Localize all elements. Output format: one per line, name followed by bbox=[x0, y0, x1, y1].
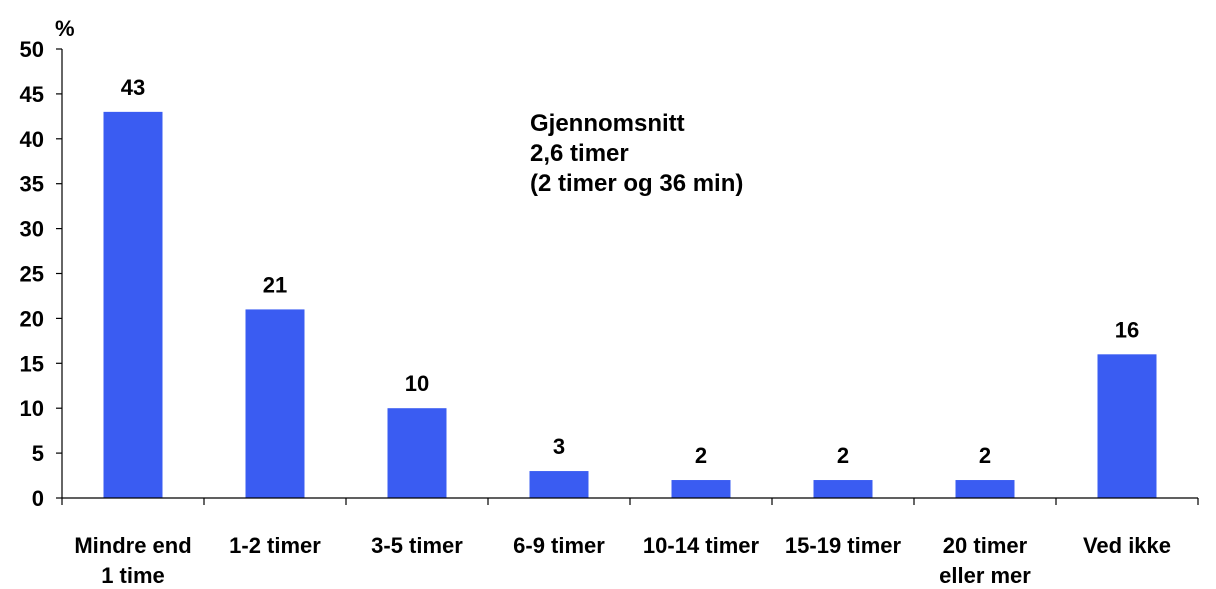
data-label: 21 bbox=[263, 272, 287, 297]
y-tick-label: 25 bbox=[20, 262, 44, 287]
bars bbox=[103, 111, 1157, 499]
category-label: 20 timer eller mer bbox=[939, 533, 1031, 588]
bar bbox=[955, 480, 1015, 498]
data-label: 43 bbox=[121, 75, 145, 100]
y-axis-ticks: 0 5 10 15 20 25 30 35 40 45 50 bbox=[20, 37, 62, 511]
y-tick-label: 40 bbox=[20, 127, 44, 152]
category-label: 1-2 timer bbox=[229, 533, 321, 558]
y-tick-label: 45 bbox=[20, 82, 44, 107]
data-label: 3 bbox=[553, 434, 565, 459]
bar bbox=[671, 480, 731, 498]
y-tick-label: 10 bbox=[20, 396, 44, 421]
category-label: 10-14 timer bbox=[643, 533, 760, 558]
y-tick-label: 35 bbox=[20, 172, 44, 197]
y-tick-label: 15 bbox=[20, 351, 44, 376]
data-labels: 43 21 10 3 2 2 2 16 bbox=[121, 75, 1139, 468]
data-label: 2 bbox=[837, 443, 849, 468]
category-label: 6-9 timer bbox=[513, 533, 605, 558]
category-label: 15-19 timer bbox=[785, 533, 902, 558]
category-label: Mindre end 1 time bbox=[74, 533, 191, 588]
data-label: 2 bbox=[695, 443, 707, 468]
x-axis-ticks bbox=[61, 498, 1199, 505]
y-axis-unit-label: % bbox=[55, 16, 75, 41]
category-label: Ved ikke bbox=[1083, 533, 1171, 558]
y-tick-label: 30 bbox=[20, 217, 44, 242]
bar bbox=[245, 309, 305, 498]
bar bbox=[529, 471, 589, 498]
bar bbox=[387, 408, 447, 498]
y-tick-label: 20 bbox=[20, 306, 44, 331]
data-label: 16 bbox=[1115, 317, 1139, 342]
category-label: 3-5 timer bbox=[371, 533, 463, 558]
category-labels: Mindre end 1 time 1-2 timer 3-5 timer 6-9 ti… bbox=[74, 533, 1171, 588]
y-tick-label: 0 bbox=[32, 486, 44, 511]
bar bbox=[103, 111, 163, 499]
bar bbox=[813, 480, 873, 498]
y-tick-label: 5 bbox=[32, 441, 44, 466]
bar bbox=[1097, 354, 1157, 498]
data-label: 2 bbox=[979, 443, 991, 468]
data-label: 10 bbox=[405, 371, 429, 396]
average-annotation: Gjennomsnitt 2,6 timer (2 timer og 36 min) bbox=[530, 110, 743, 197]
y-tick-label: 50 bbox=[20, 37, 44, 62]
